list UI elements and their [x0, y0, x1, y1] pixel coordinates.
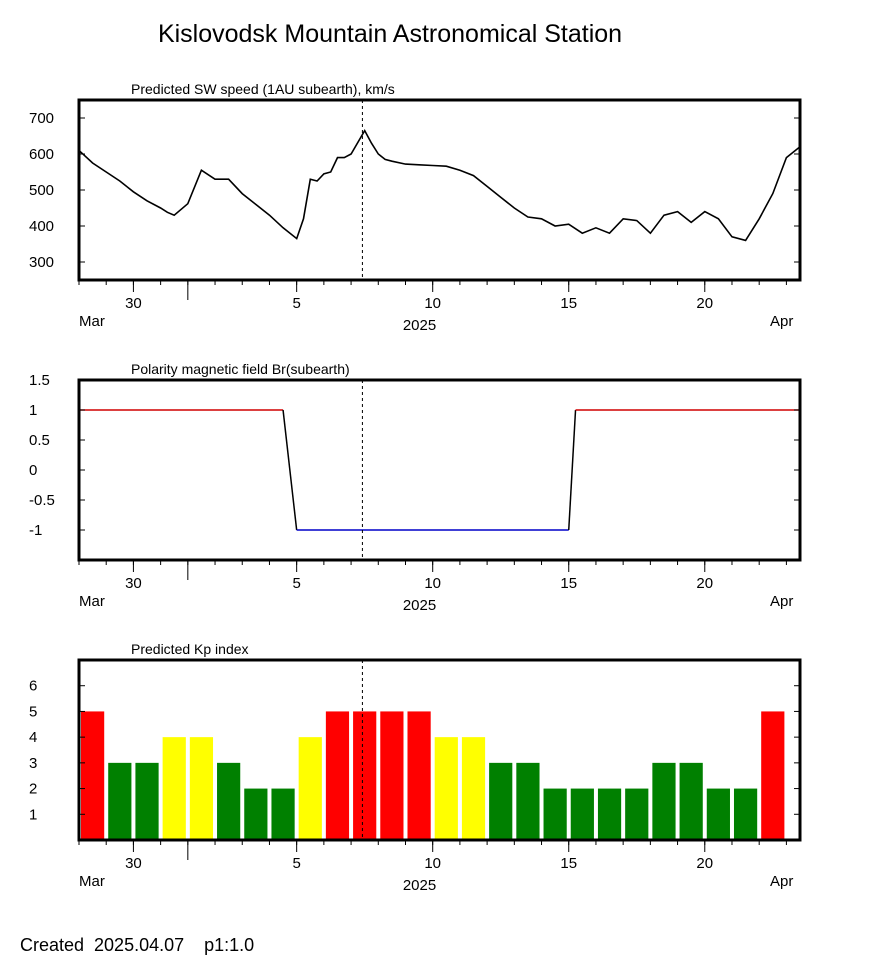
kp-bar [761, 711, 785, 840]
kp-bar [597, 788, 622, 840]
kp-bar [489, 762, 513, 840]
y-tick-label: 500 [29, 182, 54, 199]
x-tick-label: 10 [424, 295, 441, 312]
kp-bar [434, 737, 458, 840]
polarity-panel: Polarity magnetic field Br(subearth) 1.5 1… [29, 361, 802, 614]
x-tick-label: 15 [560, 295, 577, 312]
kp-bar [271, 788, 295, 840]
sw-speed-line [78, 128, 801, 242]
x-tick-label: 20 [696, 575, 713, 592]
kp-bar [407, 711, 431, 840]
y-tick-label: -0.5 [29, 492, 55, 509]
month-label-right: Apr [770, 873, 793, 890]
x-tick-label: 10 [424, 855, 441, 872]
x-tick-label: 20 [696, 295, 713, 312]
kp-bar [461, 737, 486, 840]
y-tick-label: 2 [29, 781, 37, 798]
month-label-left: Mar [79, 593, 105, 610]
kp-bar [706, 788, 730, 840]
charts-canvas: Predicted SW speed (1AU subearth), km/s 3… [29, 81, 802, 894]
month-label-right: Apr [770, 313, 793, 330]
kp-bar [162, 737, 186, 840]
kp-bar [217, 762, 241, 840]
sw-speed-panel: Predicted SW speed (1AU subearth), km/s 3… [29, 81, 802, 334]
kp-bar [353, 711, 377, 840]
y-tick-label: 3 [29, 755, 37, 772]
polarity-segment [567, 409, 577, 531]
kp-bar [516, 762, 540, 840]
kp-bar [108, 762, 132, 840]
kp-bar [298, 737, 322, 840]
y-tick-label: 300 [29, 254, 54, 271]
y-tick-label: 0.5 [29, 432, 50, 449]
kp-bar [380, 711, 404, 840]
kp-bar [679, 762, 703, 840]
x-tick-label: 30 [125, 575, 142, 592]
year-label: 2025 [403, 877, 436, 894]
y-tick-label: 6 [29, 678, 37, 695]
y-tick-label: -1 [29, 522, 42, 539]
kp-index-panel: Predicted Kp index 1 2 3 4 5 6 30 5 10 15 20 Mar Apr 2… [29, 641, 802, 894]
x-tick-label: 30 [125, 855, 142, 872]
x-tick-label: 10 [424, 575, 441, 592]
x-tick-label: 5 [292, 295, 300, 312]
x-tick-label: 5 [292, 575, 300, 592]
chart-title: Polarity magnetic field Br(subearth) [131, 361, 350, 377]
kp-bar [625, 788, 649, 840]
plot-frame [77, 378, 802, 562]
kp-bar [135, 762, 159, 840]
page-title: Kislovodsk Mountain Astronomical Station [157, 20, 623, 48]
year-label: 2025 [403, 317, 436, 334]
kp-bar [733, 788, 758, 840]
y-tick-label: 0 [29, 462, 37, 479]
x-tick-label: 20 [696, 855, 713, 872]
kp-bar [652, 762, 676, 840]
month-label-right: Apr [770, 593, 793, 610]
plot-frame [77, 98, 802, 282]
y-tick-label: 600 [29, 146, 54, 163]
x-tick-label: 30 [125, 295, 142, 312]
kp-bar [81, 711, 105, 840]
y-tick-label: 700 [29, 110, 54, 127]
y-tick-label: 5 [29, 703, 37, 720]
kp-bar [189, 737, 214, 840]
created-footer: Created 2025.04.07 p1:1.0 [20, 935, 255, 955]
chart-title: Predicted Kp index [131, 641, 249, 657]
y-tick-label: 1 [29, 806, 37, 823]
kp-bar [570, 788, 594, 840]
plot-frame [77, 658, 802, 842]
x-tick-label: 5 [292, 855, 300, 872]
polarity-segment [282, 409, 298, 531]
year-label: 2025 [403, 597, 436, 614]
y-tick-label: 1 [29, 402, 37, 419]
kp-bar [543, 788, 567, 840]
chart-title: Predicted SW speed (1AU subearth), km/s [131, 81, 395, 97]
month-label-left: Mar [79, 873, 105, 890]
y-tick-label: 400 [29, 218, 54, 235]
x-tick-label: 15 [560, 855, 577, 872]
kp-bar [325, 711, 350, 840]
kp-bar [244, 788, 268, 840]
x-tick-label: 15 [560, 575, 577, 592]
y-tick-label: 4 [29, 729, 37, 746]
y-tick-label: 1.5 [29, 372, 50, 389]
month-label-left: Mar [79, 313, 105, 330]
